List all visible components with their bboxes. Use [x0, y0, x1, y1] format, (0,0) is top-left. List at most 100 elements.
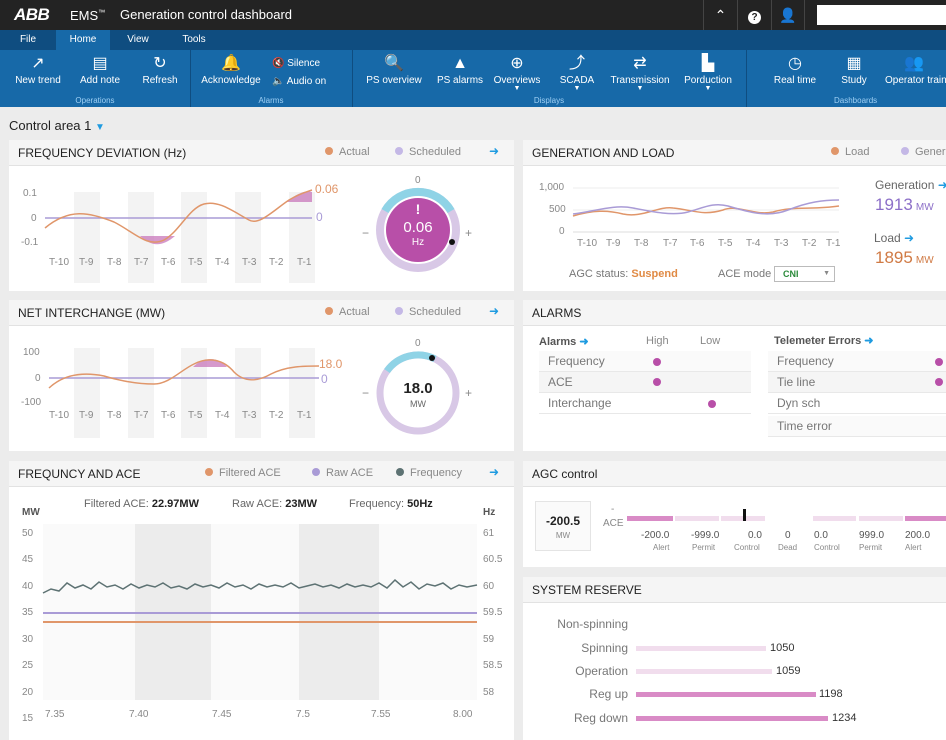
refresh-button[interactable]: ↻ Refresh [134, 53, 186, 86]
telemeter-errors-header[interactable]: Telemeter Errors ➜ [774, 335, 874, 347]
freq-actual-value: 0.06 [315, 182, 339, 196]
group-dashboards: Dashboards [834, 96, 878, 105]
legend-generation: Generation [901, 146, 946, 158]
frequency-readout: Frequency: 50Hz [349, 498, 433, 510]
frequency-gauge [376, 187, 460, 272]
scada-button[interactable]: ⤴ SCADA ▼ [552, 53, 602, 92]
telemeter-row[interactable]: Time error [768, 416, 946, 437]
panel-title: ALARMS [532, 306, 582, 320]
legend-actual: Actual [325, 146, 370, 158]
panel-title: FREQUENCY DEVIATION (Hz) [18, 146, 187, 160]
production-button[interactable]: ▙ Porduction ▼ [678, 53, 738, 92]
group-displays: Displays [533, 96, 565, 105]
arrow-icon: ➜ [579, 336, 589, 348]
panel-title: GENERATION AND LOAD [532, 146, 675, 160]
tab-tools[interactable]: Tools [182, 34, 206, 45]
ace-mode-label: ACE mode [718, 268, 772, 280]
legend-scheduled: Scheduled [395, 146, 461, 158]
tab-view[interactable]: View [127, 34, 149, 45]
transmission-button[interactable]: ⇄ Transmission ▼ [606, 53, 674, 92]
reserve-label: Reg up [589, 687, 628, 701]
user-icon: 👤 [779, 7, 797, 23]
mute-icon: 🔇 [272, 58, 288, 69]
agc-segment [905, 516, 946, 521]
real-time-button[interactable]: ◷ Real time [768, 53, 822, 86]
help-button[interactable]: ? [737, 0, 771, 30]
ps-overview-button[interactable]: 🔍 PS overview [362, 53, 426, 86]
telemeter-row[interactable]: Tie line [768, 372, 946, 393]
collapse-button[interactable]: ⌃ [703, 0, 737, 30]
abb-logo: ABB [14, 5, 50, 24]
note-icon: ▤ [92, 55, 108, 72]
open-arrow-icon[interactable]: ➜ [489, 144, 500, 158]
alarm-row[interactable]: ACE [539, 372, 751, 393]
freq-scheduled-value: 0 [316, 210, 323, 224]
telemeter-row[interactable]: Frequency [768, 351, 946, 372]
reserve-bar [636, 692, 816, 697]
alarms-panel: ALARMS Alarms ➜ High Low Frequency ACE I… [523, 300, 946, 451]
globe-icon: ⊕ [510, 55, 524, 72]
alarms-header[interactable]: Alarms ➜ [539, 336, 589, 348]
telemeter-row[interactable]: Dyn sch [768, 393, 946, 414]
group-alarms: Alarms [258, 96, 284, 105]
ace-mode-select[interactable]: CNI ▼ [774, 266, 835, 282]
agc-segment [859, 516, 903, 521]
frequency-ace-chart [42, 524, 478, 700]
net-gauge-value: 18.0 [403, 380, 433, 397]
calculator-icon: ▦ [846, 55, 862, 72]
load-value: 1895 MW [875, 248, 934, 267]
help-icon: ? [748, 11, 761, 24]
net-interchange-panel: NET INTERCHANGE (MW) Actual Scheduled ➜ … [9, 300, 514, 451]
reserve-bar [636, 646, 766, 651]
alarm-row[interactable]: Interchange [539, 393, 751, 414]
generation-value: 1913 MW [875, 195, 934, 214]
add-note-button[interactable]: ▤ Add note [72, 53, 128, 86]
silence-button[interactable]: 🔇 Silence [272, 58, 321, 69]
app-name: EMS™ [70, 8, 106, 23]
tab-home[interactable]: Home [56, 30, 110, 50]
arrow-icon: ➜ [904, 231, 915, 245]
alarm-icon: ▲ [452, 55, 468, 72]
users-icon: 👥 [904, 55, 924, 72]
gauge-alert-icon: ! [415, 201, 421, 217]
tab-file[interactable]: File [19, 34, 37, 45]
acknowledge-button[interactable]: 🔔 Acknowledge [196, 53, 266, 86]
user-button[interactable]: 👤 [771, 0, 805, 30]
generation-label: Generation ➜ [875, 178, 946, 192]
net-scheduled-value: 0 [321, 372, 328, 386]
zoom-icon: 🔍 [384, 55, 404, 72]
alarm-row[interactable]: Frequency [539, 351, 751, 372]
overviews-button[interactable]: ⊕ Overviews ▼ [490, 53, 544, 92]
reserve-value: 1059 [776, 665, 801, 677]
reserve-value: 1050 [770, 642, 795, 654]
open-arrow-icon[interactable]: ➜ [489, 465, 500, 479]
dropdown-icon: ▼ [95, 122, 105, 133]
production-icon: ▙ [701, 55, 715, 72]
filtered-ace-readout: Filtered ACE: 22.97MW [84, 498, 199, 510]
panel-title: NET INTERCHANGE (MW) [18, 306, 166, 320]
agc-value-box: -200.5 MW [535, 501, 591, 551]
frequency-deviation-panel: FREQUENCY DEVIATION (Hz) Actual Schedule… [9, 140, 514, 291]
new-trend-button[interactable]: ↗ New trend [8, 53, 68, 86]
open-arrow-icon[interactable]: ➜ [489, 304, 500, 318]
menu-tabs: File Home View Tools [0, 30, 946, 50]
search-input[interactable] [817, 5, 946, 25]
ps-alarms-button[interactable]: ▲ PS alarms [432, 53, 488, 86]
alarm-indicator [653, 378, 661, 386]
agc-segment [627, 516, 673, 521]
legend-scheduled: Scheduled [395, 306, 461, 318]
audio-on-button[interactable]: 🔈 Audio on [272, 76, 327, 87]
study-button[interactable]: ▦ Study [834, 53, 874, 86]
arrow-icon: ➜ [937, 178, 946, 192]
operator-train-button[interactable]: 👥 Operator train [882, 53, 946, 86]
frequency-ace-panel: FREQUNCY AND ACE Filtered ACE Raw ACE Fr… [9, 461, 514, 740]
reserve-label: Spinning [581, 641, 628, 655]
reserve-label: Operation [575, 664, 628, 678]
freq-gauge-value: 0.06 [403, 219, 433, 236]
page-title: Generation control dashboard [120, 7, 293, 22]
chevron-up-icon: ⌃ [714, 7, 727, 23]
system-reserve-panel: SYSTEM RESERVE Non-spinning Spinning Ope… [523, 577, 946, 740]
legend-filtered-ace: Filtered ACE [205, 467, 281, 479]
control-area-selector[interactable]: Control area 1 ▼ [9, 118, 105, 133]
reserve-value: 1234 [832, 712, 857, 724]
